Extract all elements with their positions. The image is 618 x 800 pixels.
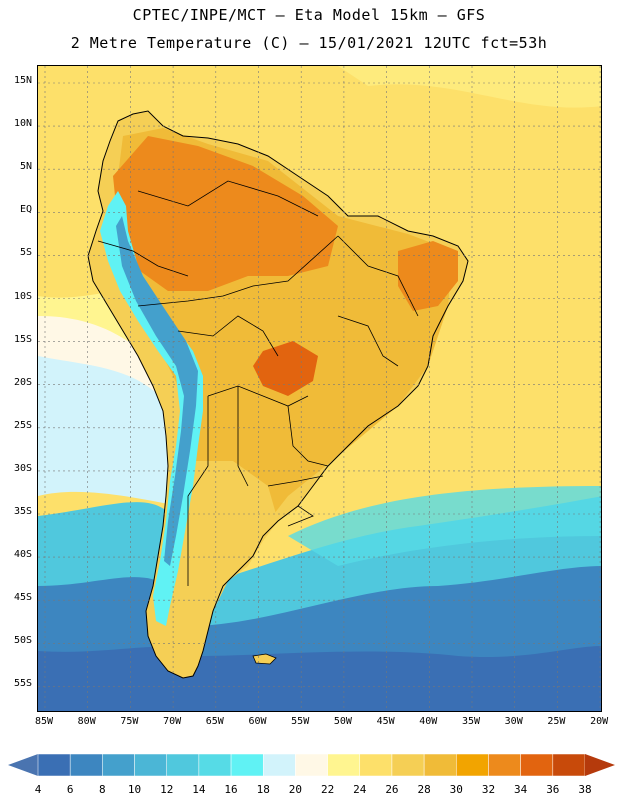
colorbar-high-arrow — [585, 754, 615, 776]
colorbar-label: 36 — [546, 783, 560, 796]
temperature-colorbar — [8, 753, 615, 777]
colorbar-cell — [69, 753, 103, 777]
colorbar-cell — [262, 753, 296, 777]
northeast-brazil-hot-region — [398, 241, 458, 311]
central-brazil-hot-region — [253, 341, 318, 396]
colorbar-cell — [134, 753, 167, 777]
ocean-mild-band-east — [38, 66, 601, 108]
colorbar-cell — [327, 753, 361, 777]
colorbar-label: 16 — [224, 783, 238, 796]
lat-label: 50S — [13, 635, 32, 647]
colorbar-label: 24 — [353, 783, 367, 796]
colorbar-cells — [37, 753, 586, 777]
lon-label: 85W — [34, 716, 54, 727]
colorbar-label: 10 — [127, 783, 142, 796]
colorbar-label: 26 — [385, 783, 399, 796]
coastline — [87, 110, 469, 679]
map-canvas — [38, 66, 601, 711]
lon-label: 65W — [205, 716, 224, 727]
colorbar-cell — [230, 753, 264, 777]
lat-label: 15S — [13, 333, 32, 345]
colorbar-label: 18 — [256, 783, 270, 796]
colorbar-label: 8 — [99, 783, 106, 796]
colorbar-label: 32 — [481, 783, 496, 796]
lon-label: 50W — [333, 716, 352, 727]
colorbar-cell — [552, 753, 586, 777]
colorbar-label: 22 — [320, 783, 335, 796]
colorbar-label: 20 — [288, 783, 303, 796]
colorbar-label: 38 — [578, 783, 592, 796]
colorbar-label: 30 — [449, 783, 463, 796]
lon-label: 25W — [547, 716, 566, 727]
temperature-map[interactable] — [37, 65, 602, 712]
lat-label: 5N — [19, 161, 32, 173]
lat-label: 40S — [13, 549, 32, 561]
lat-label: 25S — [13, 419, 32, 431]
colorbar-low-arrow — [8, 754, 38, 776]
ocean-light-cyan-band — [38, 356, 178, 506]
colorbar-cell — [520, 753, 554, 777]
colorbar-cell — [391, 753, 425, 777]
colorbar-label: 4 — [34, 783, 42, 796]
lon-label: 70W — [163, 716, 182, 727]
colorbar-cell — [359, 753, 393, 777]
colorbar-label: 14 — [192, 783, 206, 796]
colorbar-label: 12 — [160, 783, 174, 796]
lat-label: 20S — [13, 376, 32, 388]
colorbar-cell — [37, 753, 71, 777]
lat-label: 35S — [13, 506, 32, 517]
andes-high-peaks — [116, 216, 198, 566]
lat-label: 30S — [13, 462, 32, 474]
lat-label: 15N — [13, 75, 32, 86]
lat-label: 55S — [13, 678, 32, 690]
lon-label: 75W — [120, 716, 139, 727]
ocean-cool-band-southeast — [288, 486, 601, 566]
lat-label: 5S — [19, 247, 32, 259]
lon-label: 30W — [504, 716, 523, 727]
colorbar-label: 6 — [66, 783, 74, 796]
map-title: CPTEC/INPE/MCT – Eta Model 15km – GFS — [132, 6, 486, 24]
colorbar-cell — [198, 753, 232, 777]
colorbar-label: 28 — [417, 783, 431, 796]
lat-label: 45S — [13, 592, 32, 604]
colorbar-cell — [166, 753, 200, 777]
lon-label: 55W — [291, 716, 310, 727]
country-borders — [97, 180, 419, 586]
lat-label: EQ — [19, 204, 32, 216]
lon-label: 35W — [461, 716, 481, 727]
colorbar-cell — [102, 753, 135, 777]
lat-label: 10S — [13, 290, 32, 302]
amazon-hot-region — [113, 136, 338, 291]
colorbar-cell — [456, 753, 489, 777]
colorbar-label: 34 — [514, 783, 528, 796]
colorbar-cell — [295, 753, 328, 777]
lon-label: 20W — [590, 716, 609, 727]
lon-label: 40W — [419, 716, 438, 727]
lat-lon-grid — [38, 66, 601, 711]
colorbar-cell — [423, 753, 457, 777]
southern-cone-mild-region — [173, 461, 278, 666]
lon-label: 45W — [376, 716, 395, 727]
ocean-coldest-band-south — [38, 646, 601, 711]
lat-label: 10N — [13, 118, 32, 130]
map-subtitle: 2 Metre Temperature (C) – 15/01/2021 12U… — [70, 34, 548, 52]
lon-label: 80W — [77, 716, 96, 727]
colorbar-cell — [488, 753, 521, 777]
lon-label: 60W — [248, 716, 267, 727]
